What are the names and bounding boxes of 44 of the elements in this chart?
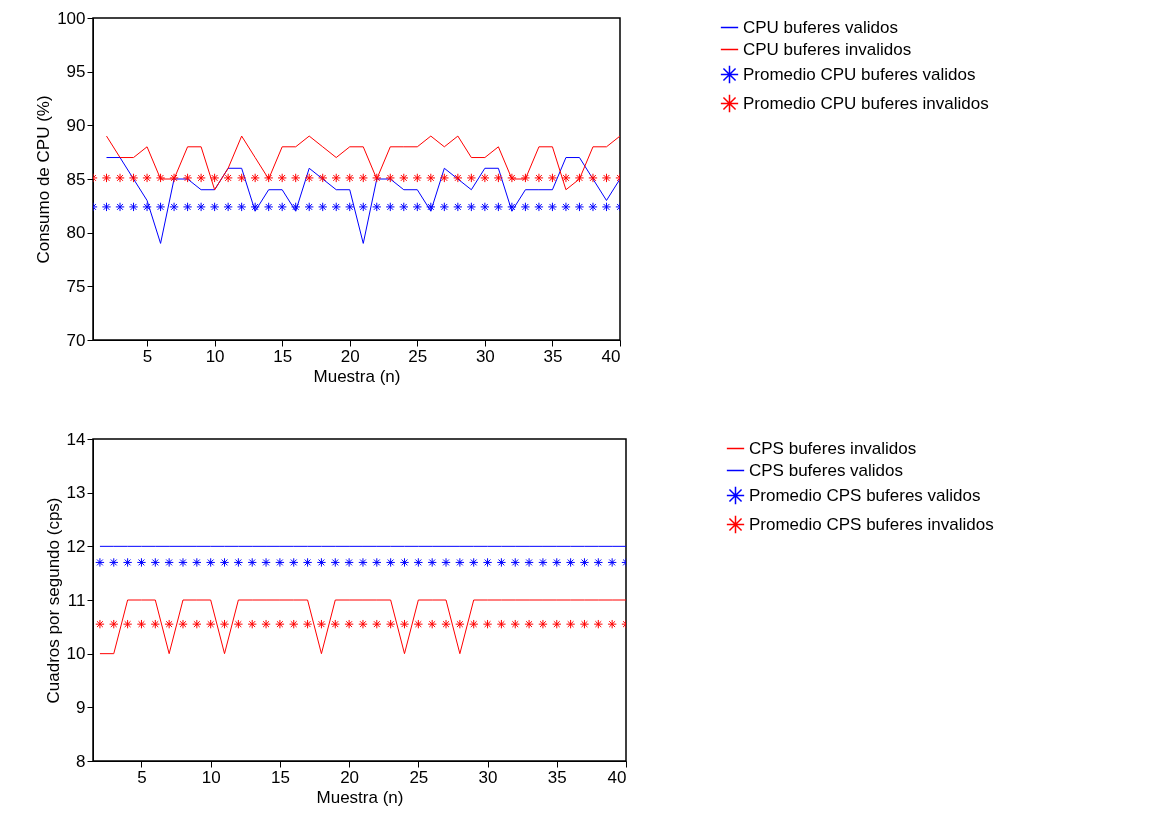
x-tick-label: 10: [205, 346, 225, 366]
y-tick-label: 8: [76, 751, 86, 771]
x-tick-label: 25: [409, 767, 429, 787]
y-axis-title: Cuadros por segundo (cps): [43, 497, 63, 704]
legend-label: CPU buferes validos: [743, 17, 898, 37]
y-tick-label: 100: [57, 8, 86, 28]
legend-label: CPS buferes validos: [749, 460, 904, 480]
y-tick-label: 13: [66, 483, 86, 503]
y-tick-label: 90: [66, 115, 86, 135]
x-tick-label: 20: [340, 767, 360, 787]
legend-label: Promedio CPU buferes invalidos: [743, 93, 989, 113]
line-series: [106, 157, 620, 244]
legend-label: Promedio CPS buferes validos: [749, 485, 981, 505]
x-tick-label: 40: [601, 346, 621, 366]
x-tick-label: 10: [201, 767, 221, 787]
y-axis-title: Consumo de CPU (%): [34, 95, 54, 264]
x-tick-label: 40: [607, 767, 627, 787]
y-tick-label: 70: [66, 330, 86, 350]
x-tick-label: 25: [408, 346, 428, 366]
y-tick-label: 12: [66, 536, 86, 556]
y-tick-label: 75: [66, 276, 86, 296]
y-tick-label: 95: [66, 62, 86, 82]
legend-label: Promedio CPU buferes validos: [743, 64, 976, 84]
x-tick-label: 5: [142, 346, 153, 366]
x-tick-label: 20: [340, 346, 360, 366]
x-tick-label: 35: [547, 767, 567, 787]
legend-label: Promedio CPS buferes invalidos: [749, 514, 994, 534]
x-tick-label: 15: [270, 767, 290, 787]
x-tick-label: 5: [137, 767, 147, 787]
x-tick-label: 30: [478, 767, 498, 787]
y-tick-label: 80: [66, 223, 86, 243]
x-tick-label: 35: [543, 346, 563, 366]
y-tick-label: 9: [76, 697, 86, 717]
legend-label: CPS buferes invalidos: [749, 438, 917, 458]
x-axis-title: Muestra (n): [313, 366, 401, 386]
legend-label: CPU buferes invalidos: [743, 39, 912, 59]
y-tick-label: 14: [66, 429, 86, 449]
x-tick-label: 15: [273, 346, 293, 366]
y-tick-label: 10: [66, 644, 86, 664]
line-series: [106, 135, 620, 191]
y-tick-label: 85: [66, 169, 86, 189]
x-axis-title: Muestra (n): [316, 787, 404, 807]
y-tick-label: 11: [67, 590, 86, 610]
x-tick-label: 30: [475, 346, 495, 366]
